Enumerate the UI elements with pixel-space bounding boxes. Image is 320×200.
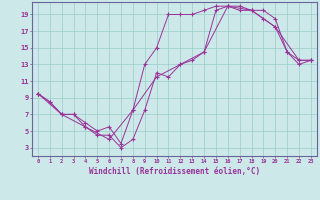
X-axis label: Windchill (Refroidissement éolien,°C): Windchill (Refroidissement éolien,°C) (89, 167, 260, 176)
